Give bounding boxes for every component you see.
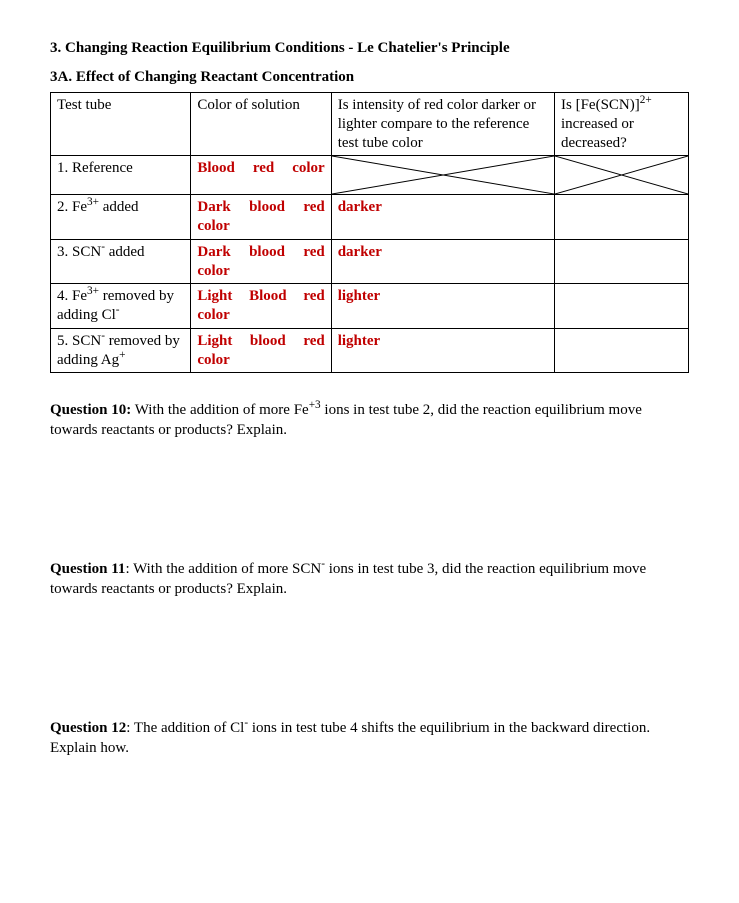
cell-testtube: 5. SCN- removed by adding Ag+ [51,328,191,373]
table-row: 2. Fe3+ addedDark blood red colordarker [51,195,689,240]
cell-intensity: lighter [331,284,554,329]
cell-change [555,156,689,195]
table-header-cell: Test tube [51,93,191,156]
subsection-heading: 3A. Effect of Changing Reactant Concentr… [50,69,689,86]
table-row: 3. SCN- addedDark blood red colordarker [51,239,689,284]
question-label: Question 10: [50,402,131,418]
cell-change [555,328,689,373]
table-header-cell: Is intensity of red color darker or ligh… [331,93,554,156]
table-row: 5. SCN- removed by adding Ag+Light blood… [51,328,689,373]
cell-color: Light blood red color [191,328,331,373]
cell-intensity: darker [331,239,554,284]
table-header-cell: Color of solution [191,93,331,156]
cell-testtube: 1. Reference [51,156,191,195]
cell-intensity: darker [331,195,554,240]
cell-intensity: lighter [331,328,554,373]
cell-color: Dark blood red color [191,239,331,284]
cell-change [555,239,689,284]
cell-color: Blood red color [191,156,331,195]
question-text: With the addition of more Fe+3 ions in t… [50,402,642,438]
table-header-cell: Is [Fe(SCN)]2+ increased or decreased? [555,93,689,156]
section-heading: 3. Changing Reaction Equilibrium Conditi… [50,40,689,57]
question-block: Question 10: With the addition of more F… [50,401,689,440]
table-row: 4. Fe3+ removed by adding Cl-Light Blood… [51,284,689,329]
cell-intensity [331,156,554,195]
question-text: : The addition of Cl- ions in test tube … [50,720,650,756]
cell-change [555,195,689,240]
cell-testtube: 3. SCN- added [51,239,191,284]
question-label: Question 12 [50,720,126,736]
cell-change [555,284,689,329]
equilibrium-table: Test tubeColor of solutionIs intensity o… [50,92,689,373]
questions-container: Question 10: With the addition of more F… [50,401,689,758]
table-row: 1. ReferenceBlood red color [51,156,689,195]
question-block: Question 11: With the addition of more S… [50,560,689,599]
table-body: Test tubeColor of solutionIs intensity o… [51,93,689,373]
cell-color: Dark blood red color [191,195,331,240]
cell-testtube: 4. Fe3+ removed by adding Cl- [51,284,191,329]
question-text: : With the addition of more SCN- ions in… [50,561,646,597]
question-block: Question 12: The addition of Cl- ions in… [50,719,689,758]
cell-color: Light Blood red color [191,284,331,329]
question-label: Question 11 [50,561,125,577]
cell-testtube: 2. Fe3+ added [51,195,191,240]
table-header-row: Test tubeColor of solutionIs intensity o… [51,93,689,156]
